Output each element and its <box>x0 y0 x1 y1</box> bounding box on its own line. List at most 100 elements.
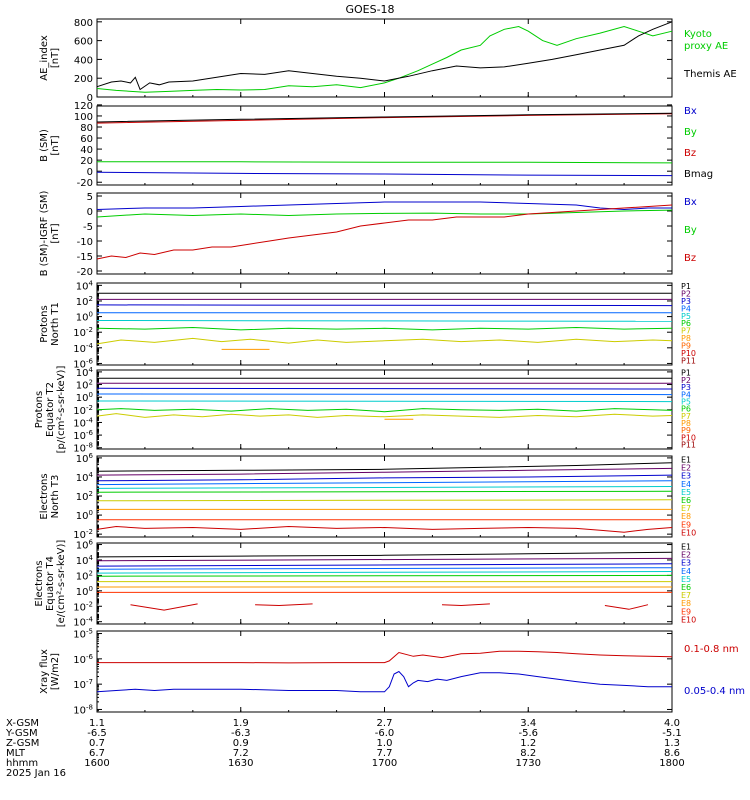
y-tick-label: 104 <box>76 366 94 379</box>
y-axis-label: [nT] <box>50 135 61 155</box>
series-bz <box>96 204 673 260</box>
x-row-value: 3.4 <box>520 718 536 729</box>
y-tick-label: 0 <box>87 167 93 178</box>
series-p3 <box>96 387 673 390</box>
y-axis-label: [nT] <box>50 48 61 68</box>
y-tick-label: 10-4 <box>73 616 93 629</box>
x-row-value: -6.0 <box>375 728 395 739</box>
series-line-p6 <box>96 326 673 331</box>
y-tick-label: 10-6 <box>73 653 93 666</box>
legend-item: P7 <box>681 327 691 336</box>
series-line-p7 <box>96 413 673 418</box>
x-row-value: 1630 <box>228 758 253 769</box>
series-line-bz <box>96 113 673 124</box>
y-tick-label: 80 <box>80 123 93 134</box>
y-tick-label: 104 <box>76 279 94 292</box>
series-p7 <box>96 413 673 418</box>
series-line-e7 <box>96 499 673 502</box>
x-row-value: 1.0 <box>377 738 393 749</box>
x-row-value: -6.5 <box>87 728 107 739</box>
y-axis-label: Electrons <box>39 473 50 519</box>
y-tick-label: -15 <box>77 252 93 263</box>
legend-item: P1 <box>681 369 691 378</box>
series-e2 <box>96 557 673 562</box>
y-tick-label: 104 <box>76 471 94 484</box>
x-row-value: -5.6 <box>518 728 538 739</box>
legend-item: Bz <box>684 253 696 264</box>
legend-item: P10 <box>681 349 696 358</box>
y-axis-label: Equator T4 <box>45 556 56 611</box>
series-line-bz <box>96 204 673 260</box>
series-e5 <box>96 571 673 574</box>
x-axis-info: X-GSM 1.1 1.9 2.7 3.4 4.0 Y-GSM -6.5 -6.3 -6.0 -5.… <box>5 718 685 779</box>
y-tick-label: 10-2 <box>73 404 93 417</box>
series-p5 <box>96 320 673 322</box>
x-row-value: 1.1 <box>89 718 105 729</box>
series-line-kyoto-proxy-ae <box>96 25 673 93</box>
legend-item: P8 <box>681 334 691 343</box>
series-p6 <box>96 408 673 413</box>
panel-frame <box>96 630 673 713</box>
x-row-value: 1.9 <box>233 718 249 729</box>
series-0-1-0-8-nm <box>97 650 673 664</box>
series-line-e4 <box>96 480 673 486</box>
series-line-e2 <box>96 467 673 476</box>
legend-item: Themis AE <box>683 69 737 80</box>
x-row-value: 0.9 <box>233 738 249 749</box>
legend-item: proxy AE <box>684 41 728 52</box>
legend-item: E6 <box>681 496 691 505</box>
y-axis-label: Protons <box>39 305 50 342</box>
series-by <box>97 161 673 164</box>
y-axis-label: Protons <box>34 391 45 428</box>
series-line-e1 <box>96 462 673 472</box>
panel-frame <box>96 455 673 538</box>
legend-item: P6 <box>681 319 691 328</box>
panel-pn: 10-6 10-4 10-2 100 102 104 Protons North T1 P1P2… <box>39 279 696 370</box>
y-tick-label: 102 <box>76 490 93 503</box>
x-row-value: 1.2 <box>520 738 536 749</box>
series-line-bmag <box>96 112 673 123</box>
x-row-value: 6.7 <box>89 748 105 759</box>
y-tick-label: -5 <box>83 222 93 233</box>
legend-item: P5 <box>681 312 691 321</box>
series-0-05-0-4-nm <box>96 670 672 693</box>
legend-item: E4 <box>681 480 691 489</box>
y-axis-label: B (SM) <box>39 129 50 162</box>
legend-item: Bmag <box>684 169 713 180</box>
y-axis-label: Electrons <box>34 560 45 606</box>
x-row-label: MLT <box>6 748 26 759</box>
y-axis-label: Xray flux <box>39 649 50 694</box>
y-tick-label: 10-2 <box>73 326 93 339</box>
series-p6 <box>96 326 673 331</box>
x-row-value: 4.0 <box>664 718 680 729</box>
y-tick-label: 800 <box>74 18 93 29</box>
series-line-e10 <box>604 604 649 610</box>
legend-item: E3 <box>681 559 691 568</box>
chart-title: GOES-18 <box>345 3 394 16</box>
panel-frame <box>96 192 673 275</box>
x-row-label: X-GSM <box>6 718 39 729</box>
y-tick-label: 106 <box>76 452 94 465</box>
x-row-value: 1800 <box>659 758 684 769</box>
series-e2 <box>96 467 673 476</box>
y-axis-label: [e/(cm²-s-sr-keV)] <box>56 540 67 628</box>
legend-item: P11 <box>681 441 696 450</box>
legend-item: P5 <box>681 397 691 406</box>
series-e6 <box>96 574 673 577</box>
series-line-e5 <box>96 486 673 489</box>
y-tick-label: 10-6 <box>73 357 93 370</box>
series-line-p6 <box>96 408 673 413</box>
y-tick-label: 0 <box>87 93 93 104</box>
y-tick-label: 120 <box>74 101 93 112</box>
x-row-value: 8.6 <box>664 748 680 759</box>
series-p7 <box>96 337 673 345</box>
series-line-e10 <box>96 525 673 533</box>
legend-item: P2 <box>681 376 691 385</box>
legend-item: P4 <box>681 390 691 399</box>
legend-item: E8 <box>681 599 691 608</box>
y-tick-label: 20 <box>80 156 93 167</box>
